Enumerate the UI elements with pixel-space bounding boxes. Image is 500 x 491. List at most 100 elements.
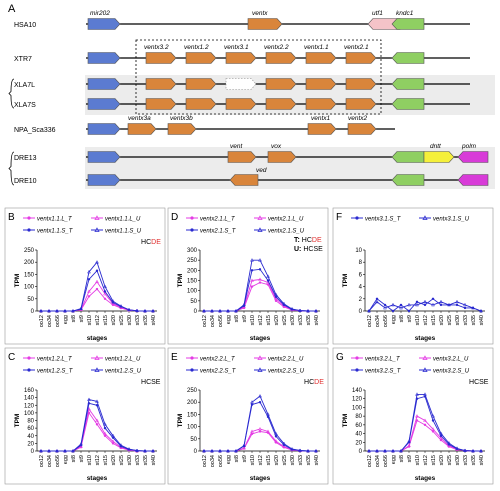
data-point: [423, 299, 427, 304]
gene-label-ventx3_2: ventx3.2: [144, 44, 169, 51]
x-tick-label: st30: [127, 315, 133, 325]
x-tick-label: st12: [258, 455, 264, 465]
expression-tag: HCDE: [304, 379, 324, 386]
data-point: [367, 308, 371, 313]
x-tick-label: oo34: [375, 455, 381, 467]
gene-label-ventx2: ventx2: [348, 115, 368, 122]
data-point: [399, 305, 403, 310]
data-point: [95, 418, 99, 422]
x-tick-label: st10: [250, 315, 256, 325]
data-point: [151, 448, 155, 453]
x-tick-label: oo56: [55, 455, 61, 467]
y-tick-label: 0: [194, 449, 198, 455]
data-point: [258, 277, 262, 281]
data-point: [103, 422, 107, 426]
panel-letter: D: [171, 212, 178, 223]
y-tick-label: 40: [27, 434, 34, 440]
gene-label-vent: vent: [230, 143, 243, 150]
data-point: [423, 423, 427, 427]
data-point: [391, 302, 395, 307]
data-point: [439, 299, 443, 304]
data-point: [455, 299, 459, 304]
ventx-cluster-box: [135, 39, 382, 115]
data-point: [282, 441, 286, 446]
legend-swatch-marker: [94, 227, 100, 232]
legend-swatch-marker: [257, 355, 263, 360]
data-point: [306, 308, 310, 313]
gene-label-ventx: ventx: [252, 10, 268, 17]
data-point: [274, 295, 278, 298]
data-point: [95, 423, 99, 426]
data-point: [274, 296, 278, 301]
y-tick-label: 40: [355, 432, 362, 438]
series-line: [369, 415, 481, 452]
data-point: [63, 308, 67, 313]
data-point: [439, 438, 443, 442]
legend-entry: ventx1.1.L_U: [105, 217, 141, 223]
series-line: [204, 259, 316, 312]
y-tick-label: 80: [355, 414, 362, 420]
data-point: [266, 279, 270, 282]
gene-ventx1_2: [185, 98, 217, 110]
data-point: [258, 393, 262, 398]
data-point: [234, 308, 238, 313]
data-point: [439, 431, 443, 435]
x-tick-label: st25: [282, 315, 288, 325]
x-tick-label: oo56: [55, 315, 61, 327]
data-point: [463, 306, 467, 310]
gene-mir202: [87, 52, 121, 64]
gene-label-ventx1_1: ventx1.1: [304, 44, 329, 51]
gene-label-kndc1: kndc1: [396, 10, 414, 17]
y-tick-label: 20: [27, 441, 34, 447]
gene-ventx3_2: [145, 98, 177, 110]
gene-label-polm: polm: [461, 143, 477, 150]
tag-legend: U: HCSE: [294, 246, 323, 253]
x-tick-label: st35: [143, 315, 149, 325]
gene-ventx3_2: [145, 52, 177, 64]
data-point: [151, 308, 155, 313]
data-point: [455, 446, 459, 450]
x-tick-label: egg: [63, 455, 69, 464]
gene-ventx1_1: [305, 52, 337, 64]
data-point: [119, 443, 123, 447]
x-axis-label: stages: [415, 335, 436, 342]
x-tick-label: st8: [399, 315, 405, 322]
data-point: [111, 439, 115, 443]
data-point: [431, 427, 435, 431]
y-tick-label: 250: [187, 258, 198, 264]
y-tick-label: 100: [24, 411, 35, 417]
data-point: [95, 287, 99, 291]
data-point: [274, 299, 278, 303]
gene-ventx2_2: [265, 78, 297, 90]
y-tick-label: 160: [24, 388, 35, 394]
x-tick-label: st33: [298, 455, 304, 465]
legend-swatch-marker: [190, 228, 194, 232]
legend-entry: ventx2.1.S_U: [268, 229, 305, 235]
gene-kndc1: [391, 18, 425, 30]
x-tick-label: st12: [423, 315, 429, 325]
data-point: [127, 307, 131, 312]
x-tick-label: egg: [391, 455, 397, 464]
data-point: [127, 446, 131, 451]
data-point: [47, 448, 51, 453]
data-point: [250, 269, 254, 272]
y-tick-label: 200: [24, 260, 35, 266]
legend-entry: ventx1.1.L_T: [37, 217, 73, 223]
x-axis-label: stages: [87, 475, 108, 482]
species-bracket: [8, 78, 15, 109]
y-tick-label: 4: [359, 285, 363, 291]
chart-border: [4, 347, 166, 485]
gene-ventx2_1: [345, 78, 377, 90]
x-axis-label: stages: [415, 475, 436, 482]
x-tick-label: oo56: [383, 455, 389, 467]
series-line: [41, 269, 153, 312]
x-tick-label: st12: [423, 455, 429, 465]
legend-entry: ventx3.1.S_T: [365, 217, 402, 223]
x-tick-label: st25: [447, 455, 453, 465]
series-line: [204, 279, 316, 312]
x-tick-label: st25: [282, 455, 288, 465]
gene-ventx1_1: [305, 78, 337, 90]
gene-ventx3_1: [225, 98, 257, 110]
x-tick-label: st40: [314, 315, 320, 325]
